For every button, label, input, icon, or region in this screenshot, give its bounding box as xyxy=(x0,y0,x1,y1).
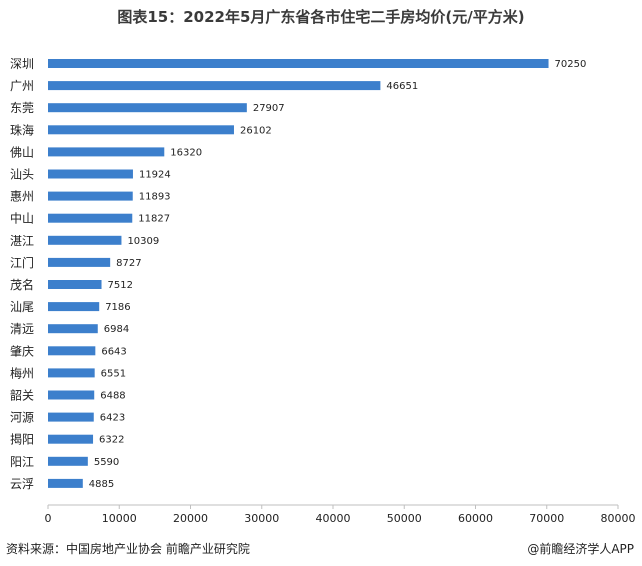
category-label: 东莞 xyxy=(10,101,34,115)
value-label: 46651 xyxy=(386,81,418,92)
x-tick-label: 10000 xyxy=(102,512,137,525)
category-label: 韶关 xyxy=(10,388,34,403)
value-label: 6643 xyxy=(101,346,126,357)
brand-note: @前瞻经济学人APP xyxy=(527,542,634,556)
bar xyxy=(48,81,381,91)
source-note: 资料来源：中国房地产业协会 前瞻产业研究院 xyxy=(6,542,250,556)
bar-chart: 深圳 70250 广州 46651 东莞 27907 珠海 26102 佛山 16320 汕头 119… xyxy=(10,57,636,525)
category-label: 阳江 xyxy=(10,455,34,469)
value-label: 7512 xyxy=(108,280,133,291)
bar xyxy=(48,125,234,135)
x-tick-label: 60000 xyxy=(458,512,493,525)
bar xyxy=(48,191,133,201)
category-label: 汕头 xyxy=(10,168,34,182)
bar xyxy=(48,412,94,422)
bar xyxy=(48,280,102,289)
category-label: 河源 xyxy=(10,411,34,425)
bar xyxy=(48,478,83,488)
bar xyxy=(48,257,111,267)
category-label: 汕尾 xyxy=(10,300,34,314)
bar xyxy=(48,390,95,400)
category-label: 梅州 xyxy=(10,365,34,380)
category-label: 惠州 xyxy=(10,190,34,204)
value-label: 10309 xyxy=(127,236,159,247)
bar xyxy=(48,346,96,356)
value-label: 7186 xyxy=(105,302,130,313)
bar xyxy=(48,456,88,466)
category-label: 云浮 xyxy=(10,477,34,491)
value-label: 6488 xyxy=(100,391,125,402)
bar xyxy=(48,213,133,223)
category-label: 揭阳 xyxy=(10,432,34,447)
category-label: 湛江 xyxy=(10,234,34,248)
category-label: 茂名 xyxy=(10,277,34,292)
bar xyxy=(48,368,95,378)
x-tick-label: 70000 xyxy=(529,512,564,525)
category-label: 佛山 xyxy=(10,145,34,159)
bar xyxy=(48,235,122,245)
category-label: 珠海 xyxy=(10,122,34,137)
value-label: 4885 xyxy=(89,479,114,490)
value-label: 5590 xyxy=(94,457,119,468)
x-tick-label: 20000 xyxy=(173,512,208,525)
category-label: 肇庆 xyxy=(10,343,34,358)
x-tick-label: 40000 xyxy=(316,512,351,525)
category-label: 广州 xyxy=(10,79,34,93)
category-label: 中山 xyxy=(10,211,34,226)
chart-title: 图表15：2022年5月广东省各市住宅二手房均价(元/平方米) xyxy=(117,8,525,26)
value-label: 27907 xyxy=(253,103,285,114)
x-tick-label: 50000 xyxy=(387,512,422,525)
value-label: 16320 xyxy=(170,147,202,158)
value-label: 11827 xyxy=(138,214,170,225)
bar xyxy=(48,147,165,157)
bar xyxy=(48,169,133,179)
value-label: 6322 xyxy=(99,435,124,446)
value-label: 8727 xyxy=(116,258,141,269)
value-label: 26102 xyxy=(240,125,272,136)
value-label: 6984 xyxy=(104,324,129,335)
bar xyxy=(48,59,549,68)
value-label: 11924 xyxy=(139,170,171,181)
category-label: 江门 xyxy=(10,255,34,270)
value-label: 6551 xyxy=(101,368,126,379)
bar xyxy=(48,103,247,113)
value-label: 70250 xyxy=(555,59,587,70)
category-label: 清远 xyxy=(10,322,34,336)
bar xyxy=(48,434,94,444)
value-label: 11893 xyxy=(139,192,171,203)
bar xyxy=(48,324,98,334)
category-label: 深圳 xyxy=(10,57,34,71)
x-tick-label: 30000 xyxy=(244,512,279,525)
x-tick-label: 0 xyxy=(45,512,52,525)
bar xyxy=(48,302,100,312)
x-tick-label: 80000 xyxy=(601,512,636,525)
value-label: 6423 xyxy=(100,413,125,424)
